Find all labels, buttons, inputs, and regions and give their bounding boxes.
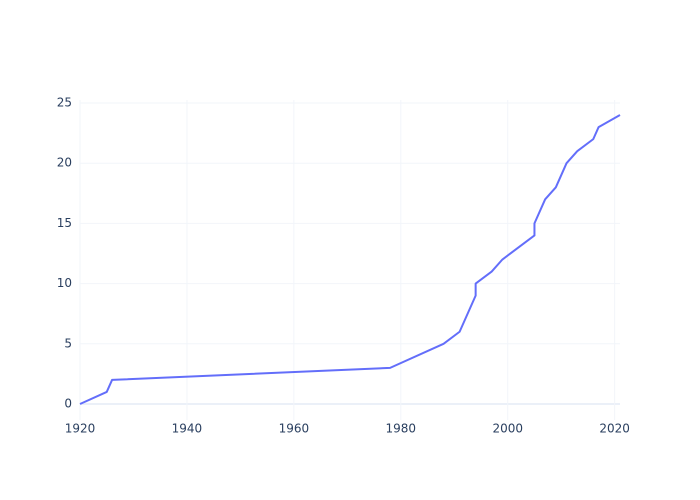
line	[79, 114, 621, 405]
x-tick-label: 1920	[65, 422, 96, 436]
x-tick-label: 1960	[279, 422, 310, 436]
x-tick-label: 1940	[172, 422, 203, 436]
x-tick-label: 2000	[492, 422, 523, 436]
y-tick-label: 5	[64, 336, 72, 350]
x-tick-label: 1980	[386, 422, 417, 436]
x-tick-label: 2020	[599, 422, 630, 436]
y-tick-label: 0	[64, 396, 72, 410]
y-tick-label: 25	[57, 96, 72, 110]
y-tick-label: 20	[57, 156, 72, 170]
y-tick-label: 15	[57, 216, 72, 230]
y-tick-label: 10	[57, 276, 72, 290]
